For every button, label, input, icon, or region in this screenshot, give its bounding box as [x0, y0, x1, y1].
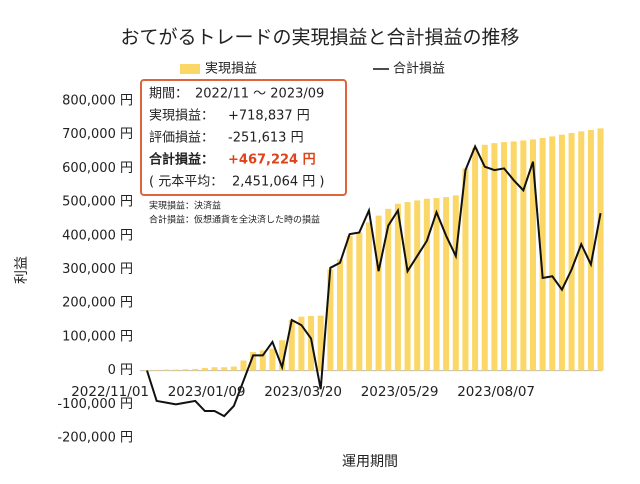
bar — [259, 350, 266, 371]
bar — [433, 198, 440, 371]
annotation-value: 2022/11 ～ 2023/09 — [195, 87, 324, 102]
bar — [578, 131, 585, 371]
bar — [288, 320, 295, 371]
bar — [337, 259, 343, 371]
bar — [481, 144, 488, 371]
bar — [221, 367, 228, 371]
note: 合計損益：仮想通貨を全決済した時の損益 — [149, 214, 320, 226]
bar — [327, 269, 334, 371]
bar — [423, 198, 430, 371]
bar — [298, 316, 305, 371]
annotation-label: 実現損益： — [149, 108, 214, 124]
y-tick-label: 400,000 円 — [62, 228, 133, 243]
y-tick-label: 100,000 円 — [62, 329, 133, 344]
y-tick-label: 500,000 円 — [62, 195, 133, 210]
line — [146, 144, 602, 418]
note: 実現損益：決済益 — [149, 200, 221, 212]
y-axis-label: 利益 — [14, 256, 30, 284]
chart-title: おてがるトレードの実現損益と合計損益の推移 — [120, 27, 519, 49]
bar — [539, 138, 546, 371]
annotation-value: -251,613 円 — [228, 131, 304, 146]
bar — [192, 368, 199, 371]
y-tick-label: 800,000 円 — [62, 94, 133, 109]
bar — [394, 203, 401, 371]
legend-swatch — [180, 64, 200, 74]
bar — [568, 133, 575, 371]
y-tick-label: -100,000 円 — [57, 397, 133, 412]
x-tick-label: 2023/05/29 — [361, 384, 439, 400]
bar — [163, 369, 170, 371]
x-tick-label: 2023/01/09 — [168, 384, 246, 400]
bar — [269, 348, 276, 371]
bar — [201, 367, 208, 371]
x-tick-label: 2022/11/01 — [71, 384, 149, 400]
annotation-value: 2,451,064 円 ) — [232, 175, 325, 190]
bar — [250, 352, 257, 371]
bar — [558, 134, 565, 371]
bar — [452, 195, 459, 371]
y-tick-label: 700,000 円 — [62, 127, 133, 142]
bar — [587, 129, 594, 371]
bar — [462, 168, 469, 371]
bar — [230, 366, 237, 371]
bar — [356, 232, 363, 371]
bar — [472, 148, 479, 371]
x-tick-label: 2023/08/07 — [457, 384, 535, 400]
bar — [346, 235, 353, 371]
bar — [549, 136, 556, 371]
x-tick-label: 2023/03/20 — [264, 384, 342, 400]
bar — [375, 215, 382, 371]
legend-label: 合計損益 — [393, 61, 445, 77]
bar — [240, 360, 247, 371]
legend-label: 実現損益 — [205, 61, 257, 77]
annotation-label: 期間： — [149, 87, 188, 102]
bar — [279, 340, 286, 371]
annotation-value: +718,837 円 — [228, 109, 310, 124]
annotation-box — [140, 79, 347, 196]
bar — [501, 142, 508, 371]
bar — [491, 143, 498, 371]
bar — [597, 128, 604, 371]
bar — [317, 315, 324, 371]
bar — [365, 222, 372, 371]
annotation-label: ( 元本平均： — [149, 175, 223, 190]
annotation-label: 評価損益： — [149, 131, 214, 146]
bar — [182, 369, 189, 371]
y-tick-label: 0 円 — [108, 363, 133, 378]
bar — [404, 202, 411, 371]
y-tick-label: -200,000 円 — [57, 431, 133, 446]
annotation-label: 合計損益： — [149, 152, 214, 168]
bar — [153, 369, 160, 371]
bar — [530, 139, 536, 371]
bar — [172, 369, 179, 371]
bar — [211, 367, 218, 371]
y-tick-label: 200,000 円 — [62, 296, 133, 311]
annotation-value: +467,224 円 — [228, 153, 316, 168]
bar — [520, 140, 527, 371]
y-tick-label: 300,000 円 — [62, 262, 133, 277]
bar — [443, 197, 450, 371]
bar — [385, 208, 392, 371]
bar — [510, 141, 517, 371]
y-tick-label: 600,000 円 — [62, 161, 133, 176]
x-axis-label: 運用期間 — [342, 454, 398, 470]
bar — [414, 200, 421, 371]
